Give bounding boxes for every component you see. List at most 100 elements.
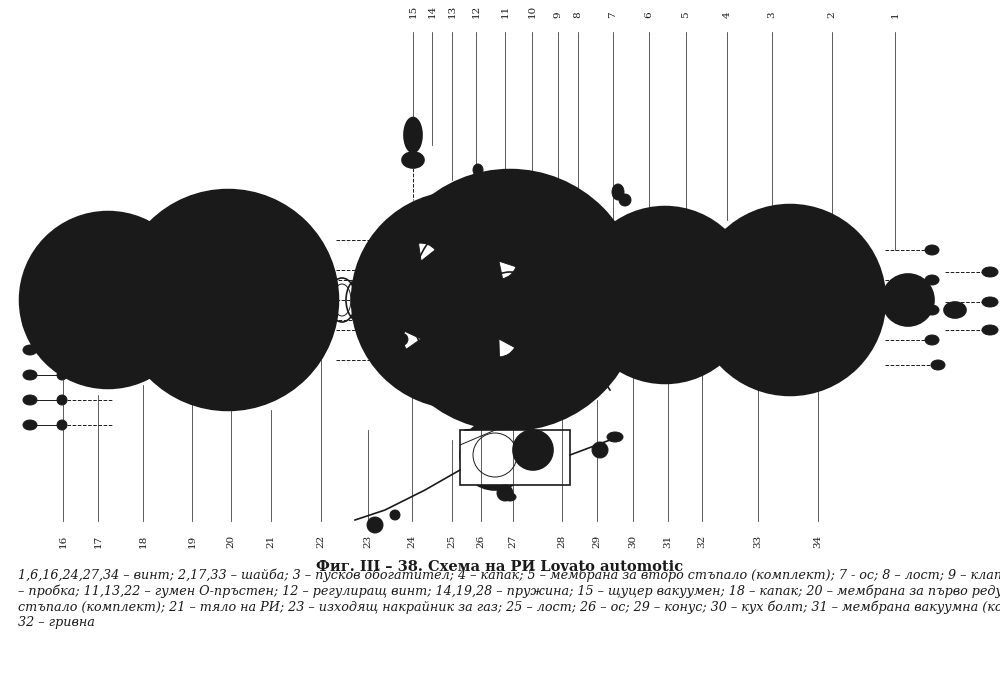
Circle shape	[375, 341, 385, 351]
Text: 1: 1	[891, 12, 900, 18]
Ellipse shape	[931, 360, 945, 370]
Text: 12: 12	[472, 5, 480, 18]
Circle shape	[446, 194, 458, 206]
Circle shape	[291, 229, 299, 237]
Text: 28: 28	[558, 535, 566, 548]
Ellipse shape	[796, 265, 810, 275]
Text: 16: 16	[58, 535, 68, 548]
Circle shape	[585, 263, 595, 273]
Ellipse shape	[796, 235, 810, 245]
Ellipse shape	[57, 345, 67, 355]
Text: 4: 4	[722, 12, 732, 18]
Ellipse shape	[982, 325, 998, 335]
Text: 11: 11	[501, 5, 510, 18]
Ellipse shape	[552, 204, 568, 216]
Circle shape	[592, 220, 604, 232]
Text: 9: 9	[554, 12, 562, 18]
Ellipse shape	[468, 175, 482, 195]
Circle shape	[62, 224, 72, 234]
Circle shape	[882, 274, 934, 326]
Ellipse shape	[380, 295, 396, 305]
Circle shape	[592, 368, 604, 380]
Ellipse shape	[380, 265, 396, 275]
Text: 32 – гривна: 32 – гривна	[18, 616, 95, 629]
Circle shape	[455, 203, 465, 213]
Ellipse shape	[380, 235, 396, 245]
Ellipse shape	[504, 493, 516, 501]
Circle shape	[118, 190, 338, 410]
Circle shape	[619, 294, 631, 306]
Circle shape	[866, 309, 876, 320]
Text: Фиг. III – 38. Схема на РИ Lovato automotic: Фиг. III – 38. Схема на РИ Lovato automo…	[316, 560, 684, 574]
Circle shape	[513, 430, 553, 470]
Text: 15: 15	[409, 5, 418, 18]
Circle shape	[396, 333, 408, 345]
Circle shape	[695, 205, 885, 395]
Text: LOVATO: LOVATO	[770, 294, 800, 315]
Text: 17: 17	[94, 535, 103, 548]
Text: 21: 21	[266, 535, 276, 548]
Circle shape	[291, 363, 299, 371]
Circle shape	[704, 281, 714, 290]
Circle shape	[524, 181, 536, 193]
Text: 19: 19	[188, 535, 196, 548]
Text: 29: 29	[592, 535, 602, 548]
Ellipse shape	[404, 118, 422, 152]
Text: 22: 22	[316, 535, 326, 548]
Text: 26: 26	[477, 535, 486, 548]
Circle shape	[524, 408, 536, 419]
Circle shape	[185, 295, 195, 305]
Circle shape	[157, 229, 165, 237]
Polygon shape	[460, 430, 570, 485]
Ellipse shape	[982, 267, 998, 277]
Ellipse shape	[57, 320, 67, 330]
Text: стъпало (комплект); 21 – тяло на РИ; 23 – изходящ накрайник за газ; 25 – лост; 2: стъпало (комплект); 21 – тяло на РИ; 23 …	[18, 600, 1000, 613]
Circle shape	[674, 369, 684, 379]
Circle shape	[838, 232, 848, 242]
Circle shape	[732, 358, 742, 368]
Ellipse shape	[57, 420, 67, 430]
Text: 1,6,16,24,27,34 – винт; 2,17,33 – шайба; 3 – пусков обогатител; 4 – капак; 5 – м: 1,6,16,24,27,34 – винт; 2,17,33 – шайба;…	[18, 568, 1000, 582]
Ellipse shape	[23, 370, 37, 380]
Circle shape	[319, 296, 327, 304]
Ellipse shape	[57, 370, 67, 380]
Text: 24: 24	[408, 535, 416, 548]
Text: 20: 20	[226, 535, 236, 548]
Text: 33: 33	[754, 535, 763, 548]
Circle shape	[144, 224, 154, 234]
Circle shape	[550, 212, 560, 222]
Circle shape	[646, 211, 656, 221]
Circle shape	[592, 442, 608, 458]
Wedge shape	[499, 339, 515, 357]
Circle shape	[577, 207, 753, 383]
Circle shape	[599, 341, 609, 351]
Ellipse shape	[944, 302, 966, 318]
Circle shape	[757, 218, 767, 228]
Ellipse shape	[796, 295, 810, 305]
Ellipse shape	[402, 152, 424, 168]
Circle shape	[62, 366, 72, 376]
Ellipse shape	[23, 320, 37, 330]
Text: 13: 13	[448, 5, 456, 18]
Circle shape	[735, 318, 745, 328]
Text: 30: 30	[629, 535, 638, 548]
Text: 34: 34	[814, 535, 822, 548]
Circle shape	[721, 238, 731, 248]
Circle shape	[535, 341, 545, 351]
Circle shape	[224, 391, 232, 399]
Ellipse shape	[982, 297, 998, 307]
Circle shape	[367, 517, 383, 533]
Circle shape	[157, 363, 165, 371]
Ellipse shape	[473, 164, 483, 176]
Ellipse shape	[796, 355, 810, 365]
Ellipse shape	[298, 275, 312, 285]
Circle shape	[530, 250, 630, 350]
Ellipse shape	[925, 245, 939, 255]
Ellipse shape	[23, 395, 37, 405]
Ellipse shape	[57, 395, 67, 405]
Ellipse shape	[925, 335, 939, 345]
Circle shape	[446, 393, 458, 406]
Circle shape	[380, 170, 640, 430]
Circle shape	[535, 249, 545, 259]
Ellipse shape	[612, 184, 624, 200]
